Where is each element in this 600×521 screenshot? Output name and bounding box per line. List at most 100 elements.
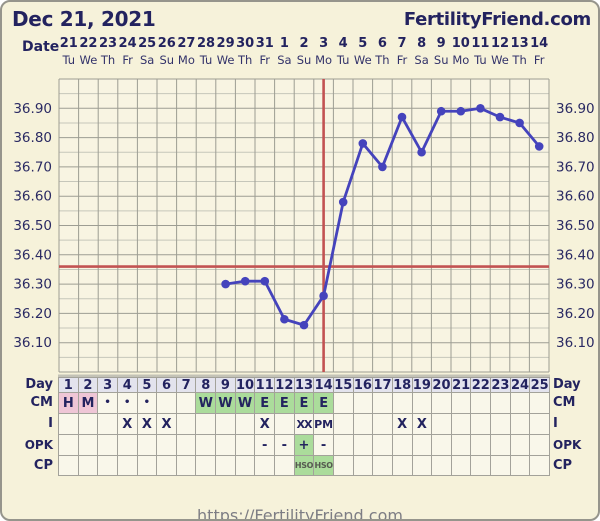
day-cell-day-17[interactable]: 17 (373, 378, 392, 392)
temperature-point[interactable] (280, 314, 289, 324)
opk-cell-day-9[interactable] (216, 435, 235, 455)
i-cell-day-14[interactable]: PM (314, 414, 333, 434)
opk-cell-day-7[interactable] (176, 435, 196, 455)
day-cell-day-2[interactable]: 2 (78, 378, 98, 392)
day-cell-day-18[interactable]: 18 (392, 378, 412, 392)
i-cell-day-13[interactable]: XX (294, 414, 314, 434)
day-cell-day-7[interactable]: 7 (176, 378, 196, 392)
opk-cell-day-15[interactable] (333, 435, 353, 455)
temperature-point[interactable] (397, 112, 407, 122)
temperature-point[interactable] (515, 118, 524, 128)
day-cell-day-12[interactable]: 12 (275, 378, 294, 392)
i-cell-day-12[interactable] (275, 414, 294, 434)
cp-cell-day-19[interactable] (412, 456, 432, 475)
cp-cell-day-9[interactable] (216, 456, 235, 475)
day-cell-day-5[interactable]: 5 (137, 378, 157, 392)
i-cell-day-16[interactable] (353, 414, 373, 434)
cp-cell-day-3[interactable] (98, 456, 117, 475)
cp-cell-day-10[interactable] (235, 456, 255, 475)
day-cell-day-9[interactable]: 9 (216, 378, 235, 392)
opk-cell-day-21[interactable] (451, 435, 471, 455)
temperature-point[interactable] (240, 276, 250, 286)
i-cell-day-22[interactable] (471, 414, 491, 434)
cp-cell-day-2[interactable] (78, 456, 98, 475)
opk-cell-day-5[interactable] (137, 435, 157, 455)
cp-cell-day-14[interactable]: HSO (314, 456, 333, 475)
temperature-point[interactable] (221, 279, 230, 289)
cp-cell-day-12[interactable] (275, 456, 294, 475)
opk-cell-day-2[interactable] (78, 435, 98, 455)
cp-cell-day-8[interactable] (196, 456, 216, 475)
opk-cell-day-8[interactable] (196, 435, 216, 455)
day-cell-day-24[interactable]: 24 (510, 378, 530, 392)
temperature-point[interactable] (358, 139, 368, 148)
opk-cell-day-17[interactable] (373, 435, 392, 455)
temperature-point[interactable] (476, 104, 485, 113)
cp-cell-day-22[interactable] (471, 456, 491, 475)
i-cell-day-5[interactable]: X (137, 414, 157, 434)
cm-cell-day-11[interactable]: E (255, 393, 275, 413)
day-cell-day-22[interactable]: 22 (471, 378, 491, 392)
opk-cell-day-6[interactable] (157, 435, 176, 455)
i-cell-day-9[interactable] (216, 414, 235, 434)
cm-cell-day-7[interactable] (176, 393, 196, 413)
cm-cell-day-1[interactable]: H (59, 393, 78, 413)
opk-cell-day-25[interactable] (530, 435, 549, 455)
day-cell-day-4[interactable]: 4 (117, 378, 137, 392)
temperature-point[interactable] (319, 291, 328, 301)
i-cell-day-7[interactable] (176, 414, 196, 434)
temperature-point[interactable] (260, 276, 270, 286)
i-cell-day-19[interactable]: X (412, 414, 432, 434)
day-cell-day-15[interactable]: 15 (333, 378, 353, 392)
temperature-point[interactable] (456, 106, 466, 116)
opk-cell-day-19[interactable] (412, 435, 432, 455)
cm-cell-day-8[interactable]: W (196, 393, 216, 413)
day-cell-day-23[interactable]: 23 (491, 378, 510, 392)
cp-cell-day-18[interactable] (392, 456, 412, 475)
i-cell-day-21[interactable] (451, 414, 471, 434)
day-cell-day-19[interactable]: 19 (412, 378, 432, 392)
cm-cell-day-24[interactable] (510, 393, 530, 413)
temperature-point[interactable] (378, 162, 387, 172)
cm-cell-day-14[interactable]: E (314, 393, 333, 413)
cp-cell-day-16[interactable] (353, 456, 373, 475)
cp-cell-day-21[interactable] (451, 456, 471, 475)
opk-cell-day-23[interactable] (491, 435, 510, 455)
i-cell-day-1[interactable] (59, 414, 78, 434)
i-cell-day-11[interactable]: X (255, 414, 275, 434)
opk-cell-day-22[interactable] (471, 435, 491, 455)
opk-cell-day-14[interactable]: - (314, 435, 333, 455)
day-cell-day-6[interactable]: 6 (157, 378, 176, 392)
cp-cell-day-20[interactable] (432, 456, 451, 475)
cm-cell-day-17[interactable] (373, 393, 392, 413)
cp-cell-day-15[interactable] (333, 456, 353, 475)
temperature-point[interactable] (436, 106, 446, 116)
cp-cell-day-1[interactable] (59, 456, 78, 475)
day-cell-day-21[interactable]: 21 (451, 378, 471, 392)
opk-cell-day-3[interactable] (98, 435, 117, 455)
cm-cell-day-2[interactable]: M (78, 393, 98, 413)
cp-cell-day-17[interactable] (373, 456, 392, 475)
cm-cell-day-6[interactable] (157, 393, 176, 413)
cm-cell-day-21[interactable] (451, 393, 471, 413)
day-cell-day-11[interactable]: 11 (255, 378, 275, 392)
day-cell-day-10[interactable]: 10 (235, 378, 255, 392)
cp-cell-day-25[interactable] (530, 456, 549, 475)
cm-cell-day-3[interactable]: • (98, 393, 117, 413)
i-cell-day-15[interactable] (333, 414, 353, 434)
cp-cell-day-24[interactable] (510, 456, 530, 475)
opk-cell-day-24[interactable] (510, 435, 530, 455)
temperature-point[interactable] (299, 320, 309, 330)
temperature-point[interactable] (338, 197, 348, 207)
i-cell-day-10[interactable] (235, 414, 255, 434)
i-cell-day-6[interactable]: X (157, 414, 176, 434)
cm-cell-day-12[interactable]: E (275, 393, 294, 413)
cm-cell-day-18[interactable] (392, 393, 412, 413)
day-cell-day-14[interactable]: 14 (314, 378, 333, 392)
cm-cell-day-22[interactable] (471, 393, 491, 413)
temperature-point[interactable] (495, 112, 505, 122)
cp-cell-day-23[interactable] (491, 456, 510, 475)
i-cell-day-4[interactable]: X (117, 414, 137, 434)
cp-cell-day-5[interactable] (137, 456, 157, 475)
i-cell-day-2[interactable] (78, 414, 98, 434)
